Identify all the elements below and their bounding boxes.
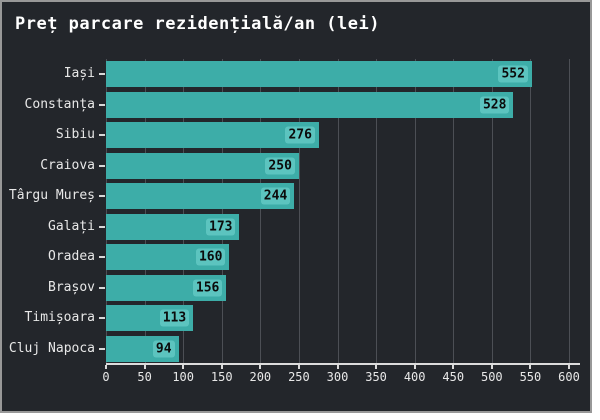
y-tick: [99, 225, 105, 228]
bar-value-label: 250: [265, 157, 295, 175]
gridline-x-250: [298, 59, 300, 364]
bar-9: 94: [106, 335, 179, 362]
y-axis-label: Târgu Mureș: [8, 188, 95, 204]
gridline-x-100: [183, 59, 185, 364]
x-tick-label: 300: [326, 370, 349, 384]
x-tick-100: [182, 365, 185, 369]
x-tick-450: [452, 365, 455, 369]
y-tick: [99, 195, 105, 198]
x-tick-500: [490, 365, 493, 369]
bar-value-label: 94: [152, 340, 175, 358]
x-tick-label: 500: [480, 370, 503, 384]
x-tick-label: 400: [403, 370, 426, 384]
y-tick: [99, 164, 105, 167]
x-tick-label: 350: [365, 370, 387, 384]
y-axis-label: Timișoara: [24, 310, 95, 326]
x-axis-line: [106, 363, 580, 365]
chart-figure: Preț parcare rezidențială/an (lei) 552 52…: [0, 0, 592, 413]
bar-value-label: 113: [159, 309, 190, 327]
bar-6: 160: [106, 244, 230, 271]
y-tick: [99, 134, 105, 137]
x-tick-label: 0: [102, 370, 110, 384]
gridline-x-600: [569, 59, 570, 364]
y-axis-label: Constanța: [24, 96, 95, 112]
bar-8: 113: [106, 305, 194, 332]
x-tick-350: [375, 365, 378, 369]
y-axis-label: Galați: [48, 218, 95, 234]
y-axis-label: Sibiu: [55, 127, 95, 143]
x-tick-label: 550: [519, 370, 542, 384]
y-axis-label: Cluj Napoca: [8, 340, 95, 356]
y-axis-label: Craiova: [40, 157, 95, 173]
bar-7: 156: [106, 274, 227, 301]
x-tick-250: [297, 365, 300, 369]
gridline-x-350: [376, 59, 378, 364]
x-tick-400: [413, 365, 416, 369]
chart-title: Preț parcare rezidențială/an (lei): [15, 14, 380, 34]
y-axis-label: Iași: [63, 66, 95, 82]
bar-4: 244: [106, 183, 295, 210]
bar-1: 528: [106, 91, 514, 118]
bar-value-label: 160: [195, 248, 226, 266]
x-tick-300: [336, 365, 339, 369]
gridline-x-150: [221, 59, 223, 364]
gridline-x-300: [337, 59, 339, 364]
x-tick-label: 250: [288, 370, 310, 384]
y-tick: [99, 286, 105, 289]
x-tick-0: [105, 365, 107, 369]
x-tick-label: 150: [210, 370, 233, 384]
gridline-x-50: [144, 59, 146, 364]
x-tick-label: 50: [137, 370, 152, 384]
gridline-x-0: [106, 59, 107, 364]
plot-area: [106, 59, 579, 364]
bar-value-label: 528: [479, 96, 510, 114]
gridline-x-200: [260, 59, 262, 364]
y-tick: [99, 73, 105, 76]
y-tick: [99, 347, 105, 350]
x-tick-label: 450: [442, 370, 465, 384]
bar-3: 250: [106, 152, 299, 179]
bar-value-label: 173: [206, 218, 236, 236]
x-tick-50: [143, 365, 146, 369]
x-tick-label: 200: [249, 370, 272, 384]
gridline-x-400: [414, 59, 416, 364]
bar-value-label: 156: [192, 279, 223, 297]
gridline-x-450: [453, 59, 455, 364]
gridline-x-550: [530, 59, 532, 364]
y-axis-label: Oradea: [48, 249, 95, 265]
gridline-x-500: [491, 59, 493, 364]
y-tick: [99, 256, 105, 259]
x-tick-200: [259, 365, 262, 369]
x-tick-150: [220, 365, 223, 369]
x-tick-600: [568, 365, 570, 369]
y-tick: [99, 317, 105, 320]
y-axis-label: Brașov: [48, 279, 95, 295]
bar-0: 552: [106, 61, 532, 88]
x-tick-label: 100: [172, 370, 194, 384]
bar-value-label: 244: [260, 187, 291, 205]
x-tick-label: 600: [558, 370, 580, 384]
y-tick: [99, 103, 105, 106]
bar-value-label: 552: [498, 65, 528, 83]
x-tick-550: [529, 365, 532, 369]
bar-2: 276: [106, 122, 319, 149]
bar-5: 173: [106, 213, 240, 240]
bar-value-label: 276: [285, 126, 315, 144]
